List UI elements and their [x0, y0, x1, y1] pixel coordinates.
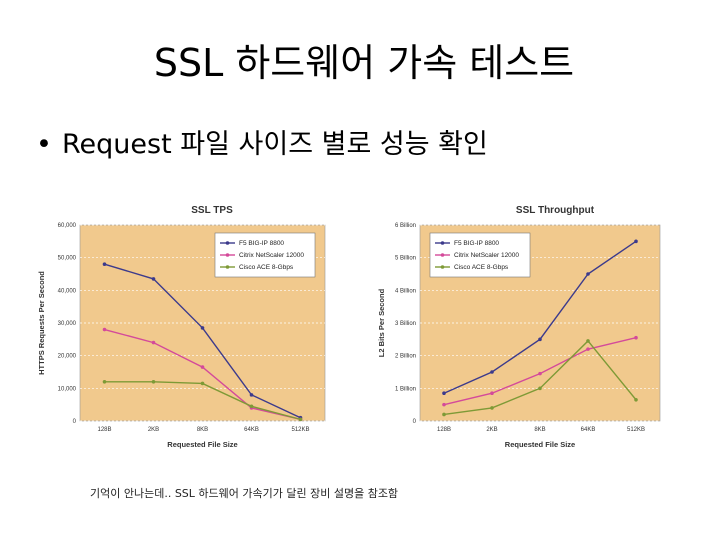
y-tick-label: 5 Billion	[395, 256, 416, 262]
data-point	[538, 337, 542, 342]
chart-1: SSL TPS 0 10,000 20,000 30,000 40,000 50,000 60…	[37, 205, 326, 449]
x-tick-label: 128B	[437, 427, 451, 433]
data-point	[490, 370, 494, 374]
x-tick-label: 8KB	[534, 427, 545, 433]
y-tick-label: 0	[73, 419, 77, 425]
y-axis-label: L2 Bits Per Second	[377, 288, 386, 357]
data-point	[151, 340, 156, 345]
legend-label: Cisco ACE 8-Gbps	[239, 264, 294, 271]
data-point	[102, 327, 107, 332]
y-tick-label: 50,000	[58, 256, 77, 262]
slide-title: SSL 하드웨어 가속 테스트	[153, 41, 575, 85]
data-point	[586, 272, 590, 276]
data-point	[200, 381, 205, 386]
y-tick-label: 6 Billion	[395, 223, 416, 229]
y-tick-label: 40,000	[58, 288, 77, 294]
x-tick-label: 128B	[97, 427, 111, 433]
bullet-text: Request 파일 사이즈 별로 성능 확인	[62, 129, 488, 160]
legend-marker	[225, 253, 230, 257]
y-tick-label: 0	[413, 419, 417, 425]
y-tick-label: 20,000	[58, 354, 77, 360]
y-tick-label: 30,000	[58, 321, 77, 327]
x-tick-label: 512KB	[291, 427, 309, 433]
data-point	[586, 347, 590, 351]
legend-marker	[440, 253, 445, 257]
y-tick-label: 4 Billion	[395, 288, 416, 294]
bullet-item: • Request 파일 사이즈 별로 성능 확인	[36, 128, 488, 162]
data-point	[151, 380, 156, 384]
data-point	[442, 402, 446, 407]
legend: F5 BIG-IP 8800 Citrix NetScaler 12000 Cisc…	[429, 232, 531, 278]
chart-title: SSL TPS	[191, 205, 233, 216]
y-tick-label: 2 Billion	[395, 354, 416, 360]
y-axis-label: HTTPS Requests Per Second	[37, 271, 46, 375]
legend-label: F5 BIG-IP 8800	[239, 240, 284, 247]
data-point	[151, 277, 156, 281]
legend-label: Citrix NetScaler 12000	[239, 252, 304, 259]
x-tick-label: 2KB	[486, 427, 497, 433]
data-point	[490, 391, 494, 396]
legend-label: Cisco ACE 8-Gbps	[454, 264, 509, 271]
y-tick-label: 60,000	[58, 223, 77, 229]
legend-marker	[225, 265, 230, 269]
x-tick-label: 64KB	[581, 427, 596, 433]
data-point	[538, 386, 542, 391]
y-tick-label: 10,000	[58, 386, 77, 392]
data-point	[102, 380, 107, 384]
x-tick-label: 8KB	[197, 427, 208, 433]
data-point	[634, 397, 638, 402]
data-point	[634, 239, 638, 244]
x-axis-label: Requested File Size	[505, 440, 575, 449]
footnote: 기억이 안나는데.. SSL 하드웨어 가속기가 달린 장비 설명을 참조함	[90, 487, 399, 500]
chart-title: SSL Throughput	[516, 205, 595, 216]
data-point	[249, 393, 254, 397]
x-tick-label: 64KB	[244, 427, 259, 433]
y-tick-label: 3 Billion	[395, 321, 416, 327]
charts-figure: SSL TPS 0 10,000 20,000 30,000 40,000 50,000 60…	[37, 205, 661, 449]
legend-label: Citrix NetScaler 12000	[454, 252, 519, 259]
data-point	[298, 417, 303, 422]
legend-marker	[225, 241, 230, 245]
data-point	[442, 412, 446, 417]
bullet-dot: •	[36, 129, 52, 160]
x-tick-label: 512KB	[627, 427, 645, 433]
legend-label: F5 BIG-IP 8800	[454, 240, 499, 247]
x-tick-label: 2KB	[148, 427, 159, 433]
data-point	[200, 365, 205, 369]
data-point	[442, 391, 446, 396]
y-tick-label: 1 Billion	[395, 386, 416, 392]
data-point	[102, 262, 107, 266]
x-axis-label: Requested File Size	[167, 440, 237, 449]
data-point	[490, 406, 494, 410]
data-point	[200, 326, 205, 330]
legend-marker	[440, 241, 445, 245]
data-point	[586, 339, 590, 343]
legend-marker	[440, 265, 445, 269]
data-point	[249, 404, 254, 409]
chart-2: SSL Throughput 0 1 Billion 2 Billion 3 Billi…	[377, 205, 661, 449]
data-point	[634, 335, 638, 340]
data-point	[538, 371, 542, 376]
legend: F5 BIG-IP 8800 Citrix NetScaler 12000 Cisc…	[214, 232, 316, 278]
